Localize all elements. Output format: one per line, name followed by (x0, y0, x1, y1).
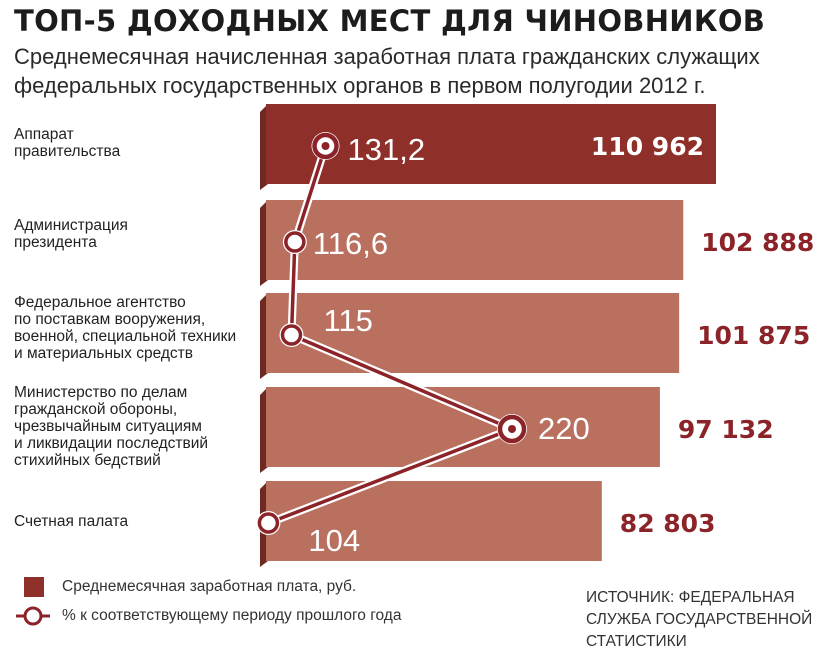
bar (266, 200, 684, 280)
percent-point (257, 512, 280, 534)
source-note: ИСТОЧНИК: ФЕДЕРАЛЬНАЯ СЛУЖБА ГОСУДАРСТВЕ… (586, 589, 813, 650)
salary-value-label: 101 875 (697, 321, 810, 350)
percent-point (280, 324, 303, 346)
category-label: Счетная палата (14, 513, 129, 530)
percent-point-core (321, 142, 330, 150)
bar (266, 481, 602, 561)
legend-bar-swatch (24, 577, 44, 597)
legend-line-swatch (16, 606, 50, 626)
chart-subtitle: Среднемесячная начисленная заработная пл… (14, 44, 760, 98)
salary-value-label: 97 132 (678, 415, 774, 444)
bar (266, 104, 716, 184)
percent-point-core (508, 425, 516, 433)
salary-value-label: 110 962 (591, 132, 704, 161)
percent-value-label: 131,2 (348, 132, 426, 167)
percent-value-label: 116,6 (313, 226, 388, 261)
percent-point (284, 231, 306, 253)
legend-line-label: % к соответствующему периоду прошлого го… (62, 607, 402, 624)
chart-title: ТОП-5 ДОХОДНЫХ МЕСТ ДЛЯ ЧИНОВНИКОВ (14, 4, 766, 38)
category-label: Администрация президента (14, 217, 128, 251)
salary-value-label: 102 888 (701, 228, 814, 257)
salary-value-label: 82 803 (620, 509, 716, 538)
category-label: Аппарат правительства (14, 126, 121, 160)
bar (266, 293, 680, 373)
percent-value-label: 104 (308, 523, 360, 558)
category-label: Федеральное агентство по поставкам вооруж… (14, 294, 237, 362)
bar (266, 387, 660, 467)
percent-value-label: 220 (538, 411, 590, 446)
category-label: Министерство по делам гражданской обороны… (14, 384, 209, 469)
legend-bar-label: Среднемесячная заработная плата, руб. (62, 578, 357, 595)
percent-value-label: 115 (324, 303, 373, 338)
